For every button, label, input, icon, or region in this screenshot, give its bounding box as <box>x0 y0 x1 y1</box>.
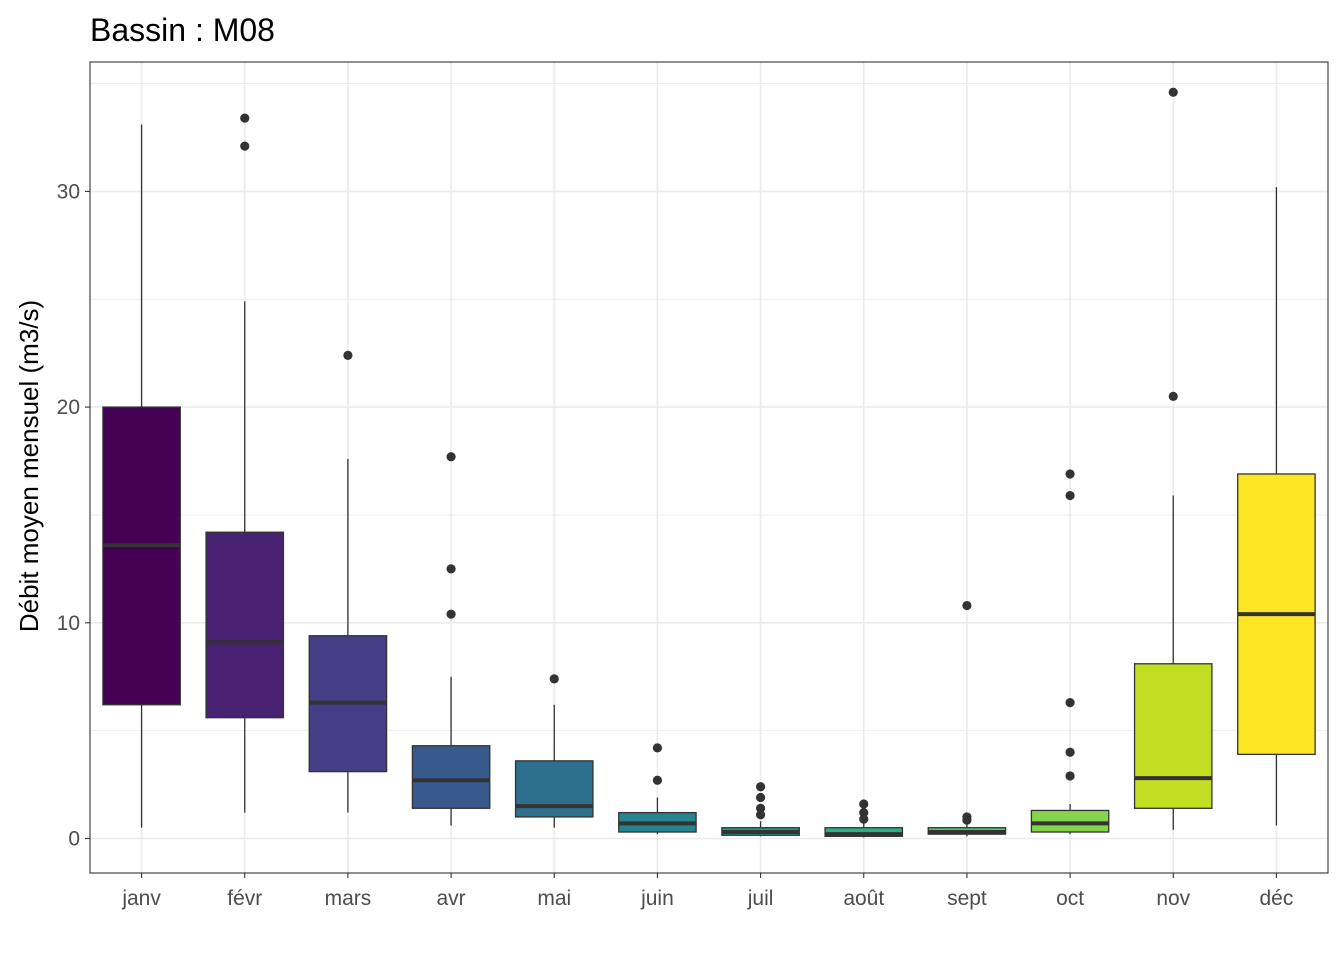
outlier-point <box>446 452 456 462</box>
outlier-point <box>446 564 456 574</box>
outlier-point <box>962 600 972 611</box>
outlier-point <box>549 674 559 684</box>
box-mai <box>514 674 594 828</box>
plot-panel-border <box>89 61 1329 874</box>
outlier-point <box>1168 391 1178 401</box>
chart-title: Bassin : M08 <box>90 12 275 48</box>
outlier-point <box>859 814 869 824</box>
x-tick-label: févr <box>227 887 262 910</box>
y-axis: 0 10 20 30 <box>57 180 90 850</box>
x-tick-label: juil <box>747 887 774 910</box>
y-tick-label: 10 <box>57 612 80 635</box>
y-tick-label: 0 <box>68 827 80 850</box>
box-juin <box>618 743 697 835</box>
x-axis: janv févr mars avr mai juin juil août sept oct nov… <box>121 873 1293 910</box>
outlier-point <box>652 743 663 753</box>
outlier-point <box>240 113 250 123</box>
x-tick-label: oct <box>1056 887 1084 910</box>
box-sept <box>927 600 1007 837</box>
outlier-point <box>859 799 869 809</box>
outlier-point <box>1065 698 1075 708</box>
x-tick-label: déc <box>1259 887 1293 910</box>
y-axis-title: Débit moyen mensuel (m3/s) <box>14 300 44 632</box>
outlier-point <box>652 775 663 785</box>
x-tick-label: sept <box>947 887 987 910</box>
box-series <box>102 87 1316 838</box>
box-juil <box>721 782 800 837</box>
box-iqr <box>1030 809 1110 833</box>
outlier-point <box>1065 771 1075 781</box>
box-avr <box>411 452 491 826</box>
box-iqr <box>205 531 285 719</box>
box-iqr <box>102 406 181 706</box>
box-iqr <box>411 745 491 809</box>
outlier-point <box>240 141 250 151</box>
outlier-point <box>755 792 766 803</box>
box-iqr <box>1133 663 1213 809</box>
x-tick-label: nov <box>1156 887 1190 910</box>
box-mars <box>308 350 388 813</box>
outlier-point <box>1065 747 1075 757</box>
box-janv <box>102 124 181 828</box>
outlier-point <box>1168 87 1178 97</box>
box-iqr <box>824 827 904 837</box>
outlier-point <box>1065 469 1075 479</box>
box-déc <box>1237 187 1316 826</box>
outlier-point <box>962 812 972 822</box>
outlier-point <box>1065 490 1075 501</box>
outlier-point <box>859 808 869 818</box>
box-oct <box>1030 469 1110 835</box>
grid-lines <box>90 62 1328 873</box>
x-tick-label: juin <box>640 887 674 910</box>
y-tick-label: 20 <box>57 396 80 419</box>
x-tick-label: janv <box>121 887 161 910</box>
x-tick-label: avr <box>436 887 465 910</box>
x-tick-label: août <box>843 887 884 910</box>
x-tick-label: mars <box>325 887 372 910</box>
x-tick-label: mai <box>537 887 571 910</box>
outlier-point <box>446 609 456 619</box>
outlier-point <box>755 803 766 813</box>
box-nov <box>1133 87 1213 830</box>
outlier-point <box>755 782 766 792</box>
box-août <box>824 799 904 838</box>
box-iqr <box>514 760 594 818</box>
outlier-point <box>343 350 353 360</box>
y-tick-label: 30 <box>57 180 80 203</box>
box-févr <box>205 113 285 813</box>
outlier-point <box>755 810 766 820</box>
